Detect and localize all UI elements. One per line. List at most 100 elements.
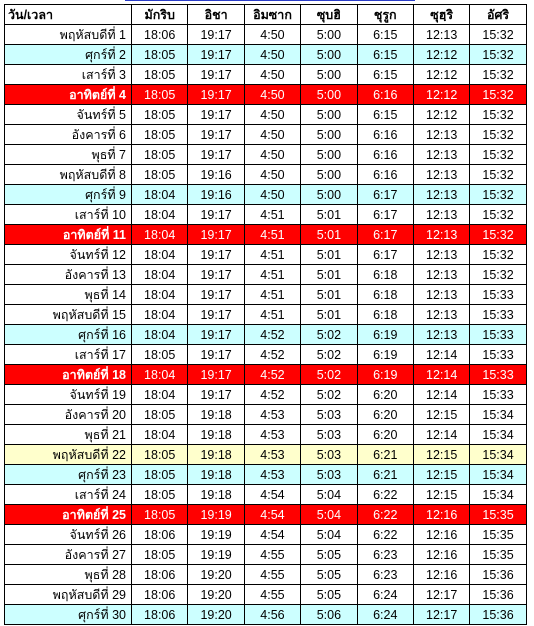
table-row: พุธที่ 14 18:04 19:17 4:51 5:01 6:18 12:13 15:3… (4, 284, 527, 305)
day-cell: พฤหัสบดีที่ 15 (4, 304, 132, 325)
maghrib-cell: 18:05 (130, 404, 189, 425)
dhuhr-cell: 12:12 (412, 64, 471, 85)
isha-cell: 19:17 (187, 224, 245, 245)
isha-cell: 19:18 (187, 444, 245, 465)
day-cell: พฤหัสบดีที่ 29 (4, 584, 132, 605)
isha-cell: 19:17 (187, 324, 245, 345)
asr-cell: 15:33 (469, 324, 527, 345)
top-link-underline (125, 0, 415, 4)
table-row: อังคารที่ 13 18:04 19:17 4:51 5:01 6:18 12:13 1… (4, 264, 527, 285)
isha-cell: 19:17 (187, 364, 245, 385)
imsak-cell: 4:52 (243, 344, 302, 365)
imsak-cell: 4:54 (243, 504, 302, 525)
table-row: ศุกร์ที่ 2 18:05 19:17 4:50 5:00 6:15 12:12 15:… (4, 44, 527, 65)
asr-cell: 15:34 (469, 484, 527, 505)
day-cell: พฤหัสบดีที่ 8 (4, 164, 132, 185)
maghrib-cell: 18:05 (130, 544, 189, 565)
imsak-cell: 4:50 (243, 84, 302, 105)
day-cell: จันทร์ที่ 26 (4, 524, 132, 545)
sunrise-cell: 6:20 (356, 424, 414, 445)
maghrib-cell: 18:04 (130, 244, 189, 265)
day-cell: จันทร์ที่ 5 (4, 104, 132, 125)
day-cell: เสาร์ที่ 24 (4, 484, 132, 505)
sunrise-cell: 6:19 (356, 364, 414, 385)
header-row: วัน/เวลา มักริบ อิชา อิมซาก ซุบฮิ ชุรูก … (4, 4, 527, 25)
maghrib-cell: 18:04 (130, 184, 189, 205)
asr-cell: 15:32 (469, 104, 527, 125)
day-cell: พฤหัสบดีที่ 22 (4, 444, 132, 465)
asr-cell: 15:32 (469, 164, 527, 185)
fajr-cell: 5:04 (300, 504, 358, 525)
fajr-cell: 5:00 (300, 24, 358, 45)
isha-cell: 19:17 (187, 124, 245, 145)
sunrise-cell: 6:17 (356, 224, 414, 245)
dhuhr-cell: 12:12 (412, 44, 471, 65)
sunrise-cell: 6:16 (356, 84, 414, 105)
asr-cell: 15:33 (469, 284, 527, 305)
fajr-cell: 5:00 (300, 124, 358, 145)
day-cell: อาทิตย์ที่ 4 (4, 84, 132, 105)
isha-cell: 19:17 (187, 64, 245, 85)
dhuhr-cell: 12:13 (412, 244, 471, 265)
imsak-cell: 4:51 (243, 244, 302, 265)
day-cell: ศุกร์ที่ 2 (4, 44, 132, 65)
table-row: พฤหัสบดีที่ 29 18:06 19:20 4:55 5:05 6:24 12:1… (4, 584, 527, 605)
sunrise-cell: 6:23 (356, 544, 414, 565)
fajr-cell: 5:02 (300, 344, 358, 365)
sunrise-cell: 6:16 (356, 164, 414, 185)
dhuhr-cell: 12:12 (412, 104, 471, 125)
imsak-cell: 4:55 (243, 544, 302, 565)
fajr-cell: 5:01 (300, 264, 358, 285)
table-row: ศุกร์ที่ 9 18:04 19:16 4:50 5:00 6:17 12:13 15:… (4, 184, 527, 205)
sunrise-cell: 6:24 (356, 604, 414, 625)
table-row: พุธที่ 28 18:06 19:20 4:55 5:05 6:23 12:16 15:3… (4, 564, 527, 585)
dhuhr-cell: 12:15 (412, 484, 471, 505)
asr-cell: 15:34 (469, 424, 527, 445)
isha-cell: 19:17 (187, 44, 245, 65)
maghrib-cell: 18:04 (130, 364, 189, 385)
sunrise-cell: 6:22 (356, 524, 414, 545)
day-cell: ศุกร์ที่ 16 (4, 324, 132, 345)
isha-cell: 19:17 (187, 304, 245, 325)
fajr-cell: 5:00 (300, 64, 358, 85)
imsak-cell: 4:50 (243, 24, 302, 45)
maghrib-cell: 18:06 (130, 584, 189, 605)
fajr-cell: 5:04 (300, 484, 358, 505)
isha-cell: 19:17 (187, 104, 245, 125)
asr-cell: 15:33 (469, 384, 527, 405)
table-row: อาทิตย์ที่ 18 18:04 19:17 4:52 5:02 6:19 12:14… (4, 364, 527, 385)
dhuhr-cell: 12:12 (412, 84, 471, 105)
sunrise-cell: 6:15 (356, 104, 414, 125)
sunrise-cell: 6:20 (356, 404, 414, 425)
asr-cell: 15:33 (469, 304, 527, 325)
imsak-cell: 4:51 (243, 304, 302, 325)
dhuhr-cell: 12:13 (412, 124, 471, 145)
maghrib-cell: 18:06 (130, 604, 189, 625)
asr-cell: 15:33 (469, 364, 527, 385)
fajr-cell: 5:01 (300, 224, 358, 245)
maghrib-cell: 18:04 (130, 224, 189, 245)
sunrise-cell: 6:15 (356, 24, 414, 45)
sunrise-cell: 6:15 (356, 64, 414, 85)
asr-cell: 15:32 (469, 224, 527, 245)
maghrib-cell: 18:04 (130, 324, 189, 345)
sunrise-cell: 6:21 (356, 444, 414, 465)
day-cell: จันทร์ที่ 19 (4, 384, 132, 405)
day-cell: อังคารที่ 13 (4, 264, 132, 285)
isha-cell: 19:18 (187, 464, 245, 485)
dhuhr-cell: 12:14 (412, 344, 471, 365)
table-row: พฤหัสบดีที่ 22 18:05 19:18 4:53 5:03 6:21 12:1… (4, 444, 527, 465)
sunrise-cell: 6:19 (356, 324, 414, 345)
imsak-cell: 4:51 (243, 204, 302, 225)
table-row: เสาร์ที่ 24 18:05 19:18 4:54 5:04 6:22 12:15 15… (4, 484, 527, 505)
imsak-cell: 4:50 (243, 104, 302, 125)
asr-cell: 15:36 (469, 604, 527, 625)
isha-cell: 19:17 (187, 384, 245, 405)
fajr-cell: 5:06 (300, 604, 358, 625)
maghrib-cell: 18:04 (130, 204, 189, 225)
maghrib-cell: 18:05 (130, 484, 189, 505)
sunrise-cell: 6:18 (356, 284, 414, 305)
fajr-cell: 5:03 (300, 404, 358, 425)
day-cell: ศุกร์ที่ 30 (4, 604, 132, 625)
imsak-cell: 4:51 (243, 284, 302, 305)
